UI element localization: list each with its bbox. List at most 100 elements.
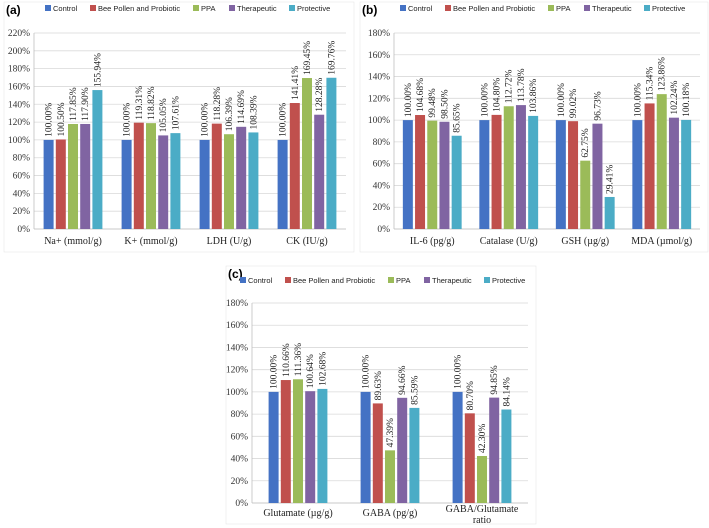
legend-label: PPA xyxy=(201,4,215,13)
legend-label: Protective xyxy=(297,4,330,13)
bar-3-4 xyxy=(326,77,337,229)
legend-swatch xyxy=(424,277,430,283)
y-tick-label: 80% xyxy=(373,138,391,148)
legend-label: Bee Pollen and Probiotic xyxy=(293,276,375,285)
legend-swatch xyxy=(289,5,295,11)
y-tick-label: 20% xyxy=(231,477,249,487)
data-label: 113.78% xyxy=(517,68,527,102)
chart-panel-0: (a) Control Bee Pollen and Probiotic PPA The… xyxy=(3,1,355,253)
category-label: Glutamate (µg/g) xyxy=(263,508,332,519)
data-label: 169.76% xyxy=(327,41,337,75)
legend-swatch xyxy=(240,277,246,283)
y-tick-label: 80% xyxy=(231,410,249,420)
data-label: 111.36% xyxy=(294,343,304,376)
bar-2-1 xyxy=(464,413,475,503)
bar-3-3 xyxy=(314,114,325,229)
legend-label: Control xyxy=(53,4,78,13)
data-label: 62.75% xyxy=(581,128,591,157)
data-label: 100.64% xyxy=(306,354,316,388)
data-label: 99.48% xyxy=(428,88,438,117)
data-label: 98.50% xyxy=(440,89,450,118)
data-label: 102.24% xyxy=(670,81,680,115)
data-label: 105.05% xyxy=(159,98,169,132)
bar-3-0 xyxy=(277,139,288,229)
data-label: 100.00% xyxy=(404,83,414,117)
legend: Control Bee Pollen and Probiotic PPA Therap… xyxy=(240,276,525,285)
bar-2-3 xyxy=(489,397,500,503)
data-label: 110.66% xyxy=(282,343,292,377)
data-label: 100.00% xyxy=(45,103,55,137)
bar-0-2 xyxy=(427,120,438,229)
bar-0-1 xyxy=(55,139,66,229)
y-tick-label: 60% xyxy=(231,432,249,442)
bar-0-2 xyxy=(68,124,78,229)
bar-1-1 xyxy=(491,114,502,229)
legend-swatch xyxy=(285,277,291,283)
category-label: GSH (µg/g) xyxy=(561,236,609,247)
legend-label: Therapeutic xyxy=(592,4,632,13)
legend-swatch xyxy=(400,5,406,11)
legend-label: Control xyxy=(248,276,273,285)
bar-0-3 xyxy=(80,123,91,229)
y-tick-label: 180% xyxy=(368,29,390,39)
bar-1-2 xyxy=(503,106,514,229)
y-tick-label: 40% xyxy=(231,455,249,465)
data-label: 47.39% xyxy=(386,418,396,447)
bar-3-1 xyxy=(289,103,300,229)
data-label: 100.00% xyxy=(454,355,464,389)
bar-3-0 xyxy=(632,120,643,229)
bar-2-0 xyxy=(555,120,566,229)
data-label: 104.68% xyxy=(416,78,426,112)
bar-2-3 xyxy=(592,123,603,229)
category-label: GABA/Glutamate ratio xyxy=(446,504,519,526)
legend-label: Therapeutic xyxy=(237,4,277,13)
y-tick-label: 180% xyxy=(8,65,30,75)
data-label: 123.86% xyxy=(658,57,668,91)
category-label: GABA (pg/g) xyxy=(363,508,418,519)
y-tick-label: 120% xyxy=(8,118,30,128)
legend-swatch xyxy=(584,5,590,11)
legend: Control Bee Pollen and Probiotic PPA Therap… xyxy=(45,4,330,13)
y-tick-label: 60% xyxy=(373,160,391,170)
bar-2-2 xyxy=(580,160,591,229)
y-tick-label: 120% xyxy=(368,94,390,104)
panel-frame xyxy=(225,265,537,525)
legend-swatch xyxy=(90,5,96,11)
y-tick-label: 200% xyxy=(8,47,30,57)
data-label: 119.31% xyxy=(135,86,145,120)
y-tick-label: 0% xyxy=(377,225,390,235)
data-label: 100.00% xyxy=(123,103,133,137)
bar-3-1 xyxy=(644,103,655,229)
bar-2-3 xyxy=(236,126,247,229)
data-label: 80.70% xyxy=(466,381,476,410)
data-label: 100.00% xyxy=(270,355,280,389)
legend-label: Therapeutic xyxy=(432,276,472,285)
bar-1-2 xyxy=(146,123,156,229)
category-label: LDH (U/g) xyxy=(207,236,252,247)
data-label: 100.00% xyxy=(201,103,211,137)
data-label: 100.00% xyxy=(480,83,490,117)
y-tick-label: 140% xyxy=(368,73,390,83)
category-label: IL-6 (pg/g) xyxy=(410,236,455,247)
data-label: 100.00% xyxy=(362,355,372,389)
bar-1-3 xyxy=(397,397,408,503)
y-tick-label: 140% xyxy=(8,100,30,110)
bar-1-4 xyxy=(170,133,181,229)
bar-3-2 xyxy=(656,94,667,229)
legend-label: PPA xyxy=(556,4,570,13)
y-tick-label: 60% xyxy=(13,172,31,182)
data-label: 100.00% xyxy=(633,83,643,117)
bar-1-0 xyxy=(360,391,371,503)
bar-1-1 xyxy=(133,122,144,229)
bar-1-3 xyxy=(515,105,526,229)
data-label: 106.39% xyxy=(225,97,235,131)
bar-2-1 xyxy=(211,123,222,229)
bar-3-4 xyxy=(681,119,692,229)
bar-0-4 xyxy=(451,135,462,229)
bar-0-4 xyxy=(317,388,328,503)
category-label: K+ (mmol/g) xyxy=(124,236,177,247)
bar-3-3 xyxy=(668,117,679,229)
chart-panel-2: (c) Control Bee Pollen and Probiotic PPA The… xyxy=(225,265,537,526)
data-label: 128.28% xyxy=(315,78,325,112)
